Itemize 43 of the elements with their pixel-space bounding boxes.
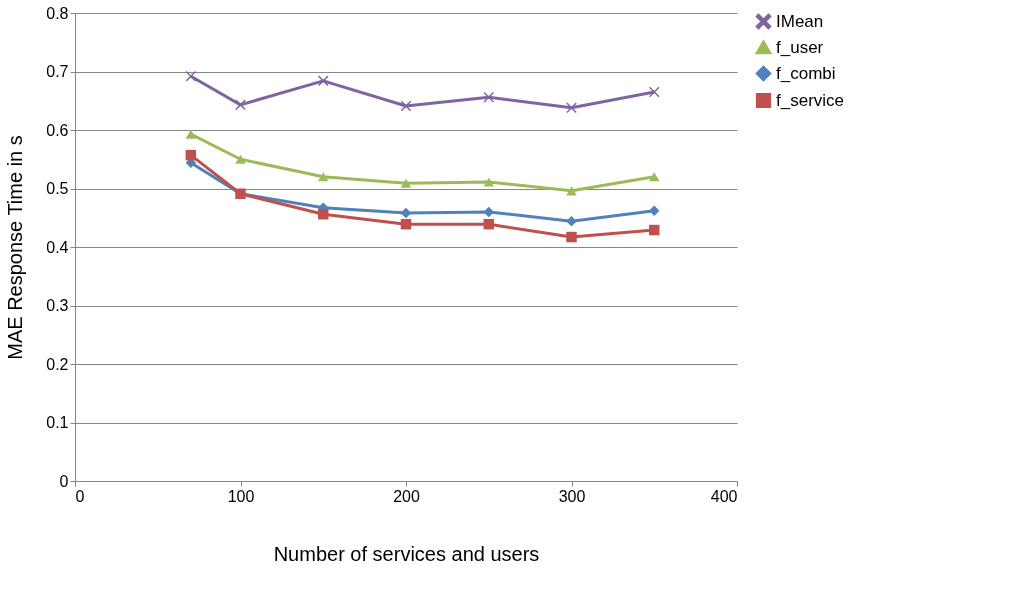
y-tick-label: 0.4 — [46, 238, 69, 256]
point — [649, 205, 660, 216]
legend-label: f_user — [776, 37, 824, 57]
point — [566, 186, 577, 196]
x-tick-label: 200 — [393, 487, 420, 505]
point — [566, 231, 577, 243]
y-tick-label: 0 — [59, 472, 69, 490]
y-tick-label: 0.3 — [46, 297, 69, 314]
point — [483, 177, 494, 187]
x-tick-label: 100 — [227, 487, 255, 505]
y-tick-label: 0.6 — [46, 121, 69, 139]
y-axis-title: MAE Response Time in s — [4, 135, 27, 360]
point — [318, 75, 329, 87]
legend-label: f_combi — [776, 63, 836, 83]
point — [400, 100, 412, 112]
point — [318, 172, 329, 182]
x-tick-label: 300 — [558, 487, 586, 505]
point — [649, 172, 660, 182]
legend-label: f_service — [776, 90, 845, 110]
y-tick-label: 0.7 — [46, 63, 69, 80]
point — [235, 99, 246, 111]
point — [649, 224, 660, 236]
x-tick-label: 400 — [710, 487, 738, 505]
point — [400, 178, 412, 188]
y-tick-label: 0.8 — [46, 4, 69, 22]
point — [318, 209, 329, 220]
point — [185, 149, 197, 161]
x-axis-title: Number of services and users — [273, 542, 540, 565]
point — [566, 216, 577, 227]
point — [235, 154, 246, 164]
point — [566, 102, 577, 114]
point — [483, 218, 494, 230]
point — [400, 218, 412, 230]
point — [483, 206, 494, 218]
point — [185, 129, 197, 139]
x-tick-label: 0 — [75, 487, 85, 505]
point — [483, 92, 494, 103]
legend-label: IMean — [776, 11, 824, 31]
point — [649, 86, 660, 98]
y-tick-label: 0.5 — [46, 180, 69, 197]
y-tick-label: 0.1 — [46, 414, 69, 431]
point — [185, 70, 197, 82]
y-tick-label: 0.2 — [46, 355, 69, 373]
